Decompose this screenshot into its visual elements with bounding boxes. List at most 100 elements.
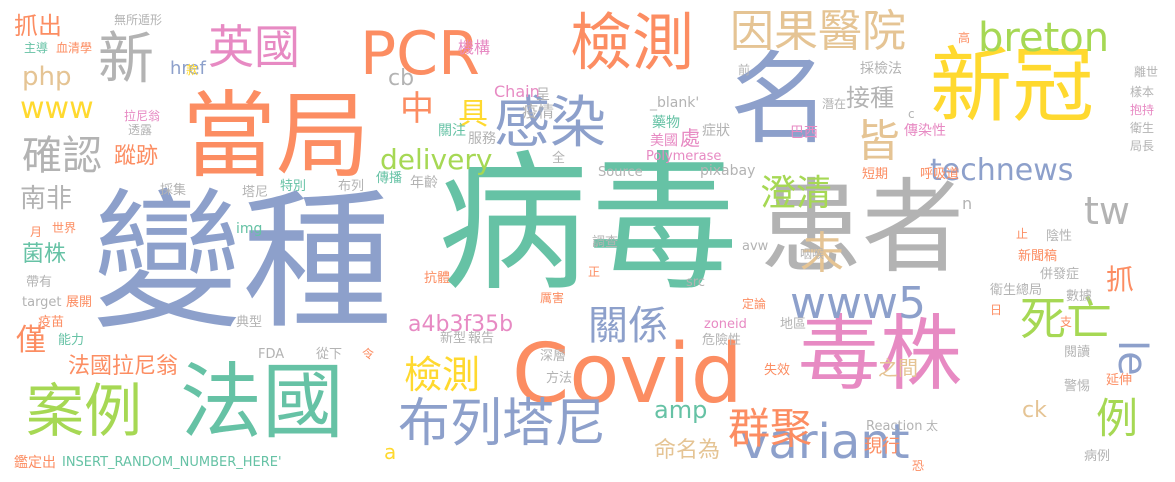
word: 布列塔尼 [398, 394, 607, 454]
word: 檢測 [404, 353, 481, 397]
word: 傳播 [376, 171, 403, 186]
word: 閱讀 [1064, 345, 1091, 360]
word: zoneid [704, 317, 747, 332]
word: 血清學 [56, 41, 93, 55]
word: 當局 [182, 82, 371, 191]
word: 變種 [92, 176, 393, 350]
word: 款 [186, 63, 199, 77]
word: 疫苗 [38, 315, 65, 330]
word: 澄清 [760, 173, 833, 214]
word: 未 [800, 228, 844, 279]
word: 深層 [540, 349, 567, 364]
word: Polymerase [646, 149, 722, 164]
word: delivery [380, 143, 493, 176]
word: target [22, 295, 62, 310]
word: _blank' [650, 95, 700, 111]
word: 服務 [468, 131, 496, 147]
word: 法國 [180, 355, 345, 450]
word: 新型 [440, 331, 467, 346]
word: href [170, 58, 206, 79]
word: 患者 [760, 169, 964, 288]
word: 抓出 [14, 12, 62, 40]
word: le [1109, 340, 1155, 376]
word: 潛在 [822, 97, 847, 111]
word: 世界 [52, 221, 77, 235]
word: pixabay [700, 163, 756, 179]
word: 感染 [494, 91, 606, 156]
word: 鑑定出 [14, 455, 56, 471]
word: Reaction [866, 419, 923, 434]
word: variant [740, 414, 910, 470]
word: 月 [30, 225, 43, 239]
word: 塔尼 [242, 185, 269, 200]
word: cb [388, 66, 415, 91]
word: a [384, 440, 397, 464]
word: 巴西 [790, 125, 818, 141]
word: 衛生總局 [990, 283, 1043, 298]
word: 新聞稿 [1018, 249, 1058, 264]
word: www [20, 91, 94, 126]
word: 衛生 [1130, 121, 1155, 135]
word: tw [1084, 189, 1130, 233]
word: 無所遁形 [114, 13, 163, 27]
word: a4b3f35b [408, 312, 514, 337]
word: 定論 [742, 297, 767, 311]
word: 因果醫院 [730, 6, 906, 57]
word: 延伸 [1106, 373, 1133, 388]
word: 命名為 [654, 438, 721, 463]
word: 法國拉尼翁 [68, 354, 179, 379]
word: n [962, 194, 973, 213]
word: 名 [730, 41, 830, 158]
word: 疫情 [522, 102, 555, 121]
word: INSERT_RANDOM_NUMBER_HERE' [62, 455, 282, 470]
word: 死亡 [1020, 292, 1112, 346]
word: 陰性 [1046, 229, 1073, 244]
word: 年齡 [410, 175, 438, 191]
word: 展開 [66, 295, 93, 310]
word: Covid [512, 327, 743, 422]
word: 報告 [468, 331, 495, 346]
word: PCR [360, 19, 480, 89]
word: 厲害 [540, 291, 565, 305]
word: 新 [98, 27, 154, 92]
word: 抱持 [1130, 103, 1155, 117]
word: 高 [958, 31, 971, 45]
word: 止 [1016, 227, 1029, 241]
word: 美國 [650, 133, 678, 149]
word: 能力 [58, 333, 85, 348]
word: 數據 [1066, 289, 1093, 304]
word: 僅 [16, 323, 46, 358]
word: 菌株 [22, 242, 67, 267]
word: Chain [494, 82, 540, 101]
word: 關係 [588, 303, 668, 349]
word: 抓 [1106, 263, 1135, 296]
word: 採集 [160, 183, 187, 198]
word: avw [742, 239, 769, 254]
word: 方法 [546, 371, 573, 386]
word: 令 [362, 347, 375, 361]
word: 中 [400, 89, 434, 129]
word: 南非 [20, 184, 73, 214]
word: php [22, 62, 72, 92]
word: 特別 [280, 179, 307, 194]
word: 警惕 [1064, 379, 1091, 394]
word: src [686, 275, 705, 290]
word: 全 [552, 151, 566, 166]
word: 恐 [912, 459, 925, 473]
word: img [236, 221, 263, 237]
word: www5 [790, 278, 926, 329]
word: technews [930, 153, 1074, 188]
word: amp [654, 396, 708, 424]
word: 典型 [236, 315, 263, 330]
word: 群聚 [728, 404, 813, 453]
word: 正 [588, 265, 601, 279]
word: 藥物 [652, 115, 680, 131]
word: 併發症 [1040, 267, 1080, 282]
word: 毒株 [798, 307, 963, 402]
word: 採檢法 [860, 61, 902, 77]
word: 案例 [26, 377, 143, 445]
word: 關注 [438, 123, 466, 139]
word: Source [598, 165, 643, 180]
word: 抗體 [424, 271, 451, 286]
word: 英國 [208, 20, 300, 74]
